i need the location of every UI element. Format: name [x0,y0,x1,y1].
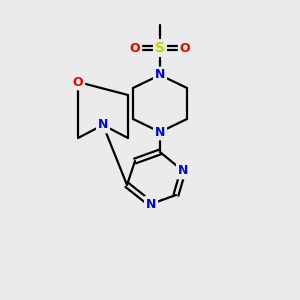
Text: N: N [155,125,165,139]
Text: N: N [146,197,156,211]
Text: N: N [178,164,188,178]
Text: N: N [98,118,108,131]
Text: O: O [180,41,190,55]
Text: N: N [155,68,165,82]
Text: O: O [130,41,140,55]
Text: O: O [73,76,83,88]
Text: S: S [155,41,165,55]
